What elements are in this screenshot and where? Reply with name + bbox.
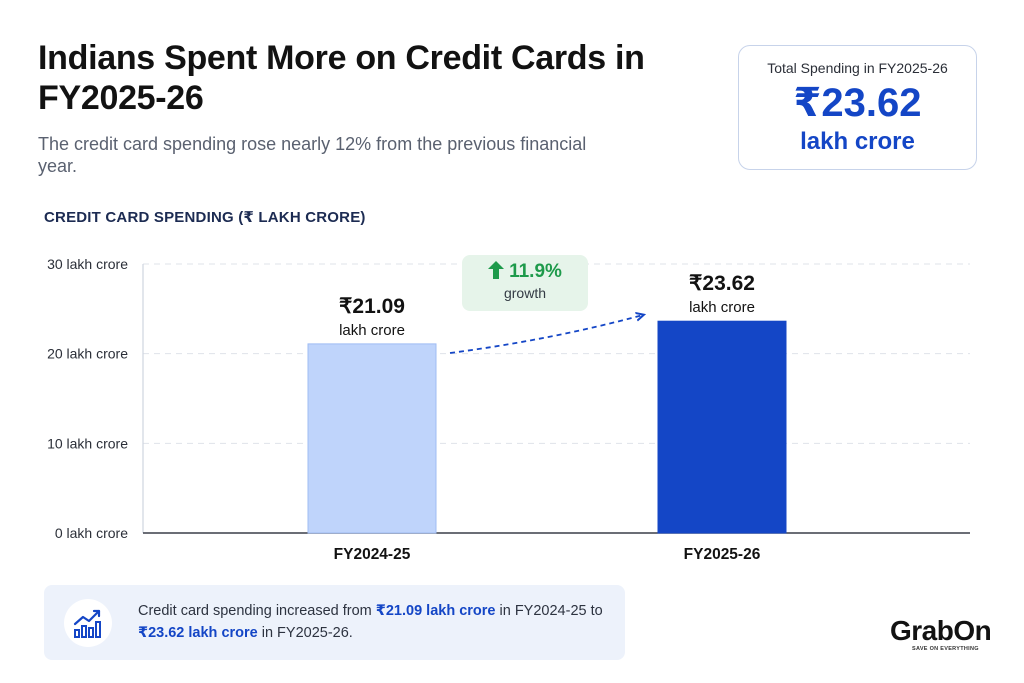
chart-growth-icon <box>73 609 101 638</box>
summary-part1: Credit card spending increased from <box>138 603 376 619</box>
bar-value-label: ₹21.09 <box>339 295 405 318</box>
y-tick-label: 0 lakh crore <box>55 525 128 541</box>
summary-highlight-previous: ₹21.09 lakh crore <box>375 603 496 619</box>
summary-box: Credit card spending increased from ₹21.… <box>44 585 625 660</box>
y-tick-label: 10 lakh crore <box>47 435 128 451</box>
bar-fy2024-25 <box>307 343 437 534</box>
growth-badge: 11.9% growth <box>462 255 588 311</box>
summary-part2: in FY2024-25 to <box>495 603 603 619</box>
y-tick-label: 20 lakh crore <box>47 346 128 362</box>
bar-unit-label: lakh crore <box>339 322 405 339</box>
total-spending-label: Total Spending in FY2025-26 <box>767 60 948 76</box>
summary-highlight-current: ₹23.62 lakh crore <box>138 625 258 641</box>
summary-text: Credit card spending increased from ₹21.… <box>138 600 618 644</box>
bar-fy2025-26 <box>657 320 787 534</box>
summary-part3: in FY2025-26. <box>257 625 353 641</box>
up-arrow-icon <box>488 261 505 279</box>
total-spending-value: ₹23.62 <box>793 81 922 125</box>
bar-value-label: ₹23.62 <box>689 272 755 295</box>
total-spending-card: Total Spending in FY2025-26 ₹23.62 lakh … <box>738 45 977 170</box>
chart-title: Indians Spent More on Credit Cards in FY… <box>38 39 645 117</box>
brand-tagline: SAVE ON EVERYTHING <box>912 646 979 652</box>
total-spending-unit: lakh crore <box>800 128 915 155</box>
y-tick-label: 30 lakh crore <box>47 256 128 272</box>
growth-trend-arrow <box>449 315 643 354</box>
growth-value: 11.9% <box>509 261 562 282</box>
chart-heading: CREDIT CARD SPENDING (₹ LAKH CRORE) <box>44 209 366 226</box>
x-tick-label: FY2024-25 <box>334 546 411 563</box>
x-tick-label: FY2025-26 <box>684 546 761 563</box>
growth-label: growth <box>503 285 547 301</box>
chart-subtitle: The credit card spending rose nearly 12%… <box>38 134 587 176</box>
brand-name: GrabOn <box>890 615 992 646</box>
bar-unit-label: lakh crore <box>689 299 755 316</box>
bar-chart: 0 lakh crore 10 lakh crore 20 lakh crore 30… <box>47 256 970 563</box>
brand-logo: GrabOn SAVE ON EVERYTHING <box>890 615 1000 653</box>
summary-icon-circle <box>64 599 112 647</box>
